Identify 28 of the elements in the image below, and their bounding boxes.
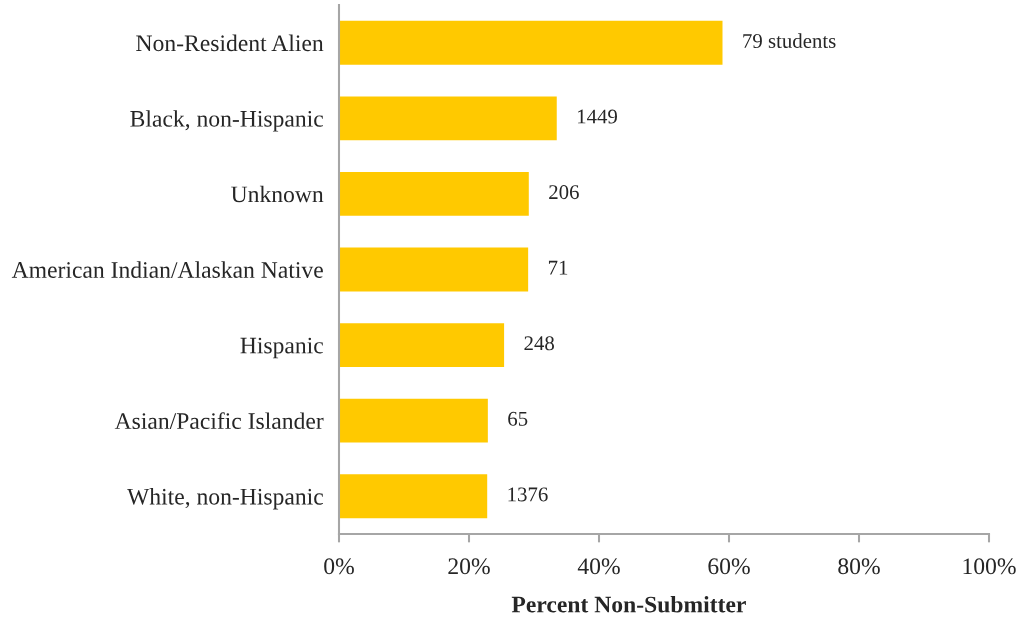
y-tick-label: Non-Resident Alien <box>136 34 324 52</box>
bar <box>339 474 488 519</box>
y-tick-label: American Indian/Alaskan Native <box>11 261 323 278</box>
y-tick-label: Asian/Pacific Islander <box>114 412 324 430</box>
x-tick-label: 0% <box>324 558 354 575</box>
bar <box>339 20 723 65</box>
annotation: 248 <box>524 336 554 351</box>
x-tick-label: 80% <box>838 558 880 575</box>
annotation: 65 <box>508 411 528 426</box>
annotation: 79 students <box>743 33 836 48</box>
annotation: 206 <box>549 185 579 200</box>
y-tick-label: Hispanic <box>240 337 323 359</box>
x-tick-label: 60% <box>708 558 750 575</box>
bar <box>339 96 557 141</box>
y-tick-label: Black, non-Hispanic <box>130 110 323 132</box>
x-tick-label: 100% <box>963 558 1016 575</box>
x-tick-label: 40% <box>577 558 620 575</box>
annotation: 1376 <box>508 487 548 502</box>
annotation: 71 <box>548 260 568 275</box>
x-tick-label: 20% <box>448 558 490 575</box>
y-tick-label: White, non-Hispanic <box>127 488 323 510</box>
y-tick-label: Unknown <box>231 185 324 203</box>
bar <box>339 323 505 367</box>
annotation: 1449 <box>578 109 618 124</box>
bar <box>339 398 488 443</box>
bar <box>339 172 529 216</box>
bar <box>339 247 529 292</box>
x-axis-title: Percent Non-Submitter <box>511 595 746 613</box>
